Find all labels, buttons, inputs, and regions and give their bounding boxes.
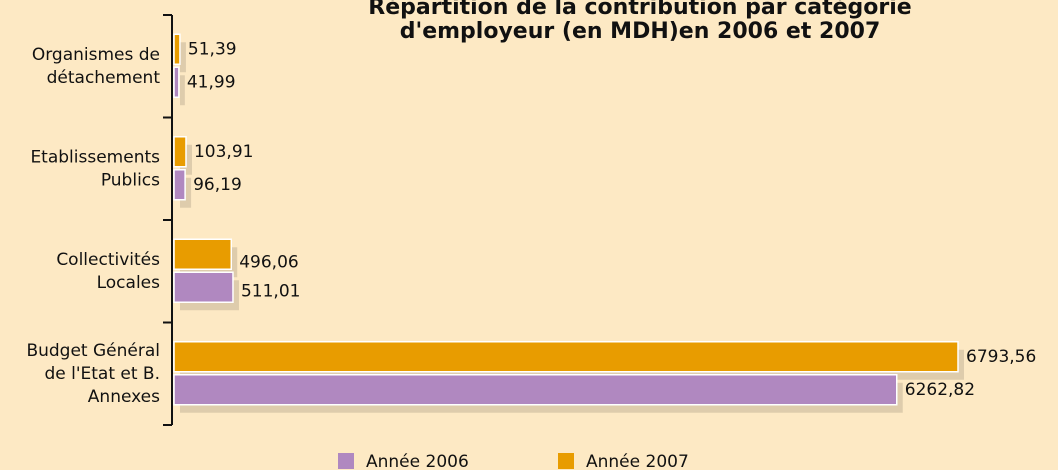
- y-tick-label: détachement: [47, 68, 161, 88]
- y-tick-label: Locales: [97, 273, 161, 293]
- data-label: 496,06: [239, 252, 298, 272]
- y-tick-label: Budget Général: [26, 341, 160, 361]
- bar: [173, 169, 186, 201]
- legend-swatch: [558, 453, 574, 469]
- bar: [173, 238, 232, 270]
- data-label: 103,91: [194, 142, 253, 162]
- data-label: 6793,56: [966, 347, 1036, 367]
- bar: [173, 136, 187, 168]
- y-tick-label: Etablissements: [30, 147, 160, 167]
- bar: [173, 341, 959, 373]
- y-tick-label: Organismes de: [32, 45, 160, 65]
- data-label: 51,39: [188, 39, 237, 59]
- bar: [173, 374, 898, 406]
- chart-title: d'employeur (en MDH)en 2006 et 2007: [400, 19, 881, 44]
- data-label: 511,01: [241, 281, 300, 301]
- y-tick-label: Collectivités: [56, 250, 160, 270]
- y-tick-label: Publics: [101, 170, 160, 190]
- bar-shadow: [180, 75, 185, 106]
- legend-label: Année 2007: [586, 452, 689, 470]
- chart-title: Répartition de la contribution par catég…: [368, 0, 911, 20]
- bar: [173, 33, 181, 65]
- data-label: 6262,82: [905, 380, 975, 400]
- legend-label: Année 2006: [366, 452, 469, 470]
- data-label: 41,99: [187, 72, 236, 92]
- bar: [173, 271, 234, 303]
- y-tick-label: Annexes: [88, 387, 160, 407]
- legend-swatch: [338, 453, 354, 469]
- bar: [173, 66, 180, 98]
- data-label: 96,19: [193, 175, 242, 195]
- y-tick-label: de l'Etat et B.: [44, 364, 160, 384]
- bar-shadow: [180, 42, 186, 73]
